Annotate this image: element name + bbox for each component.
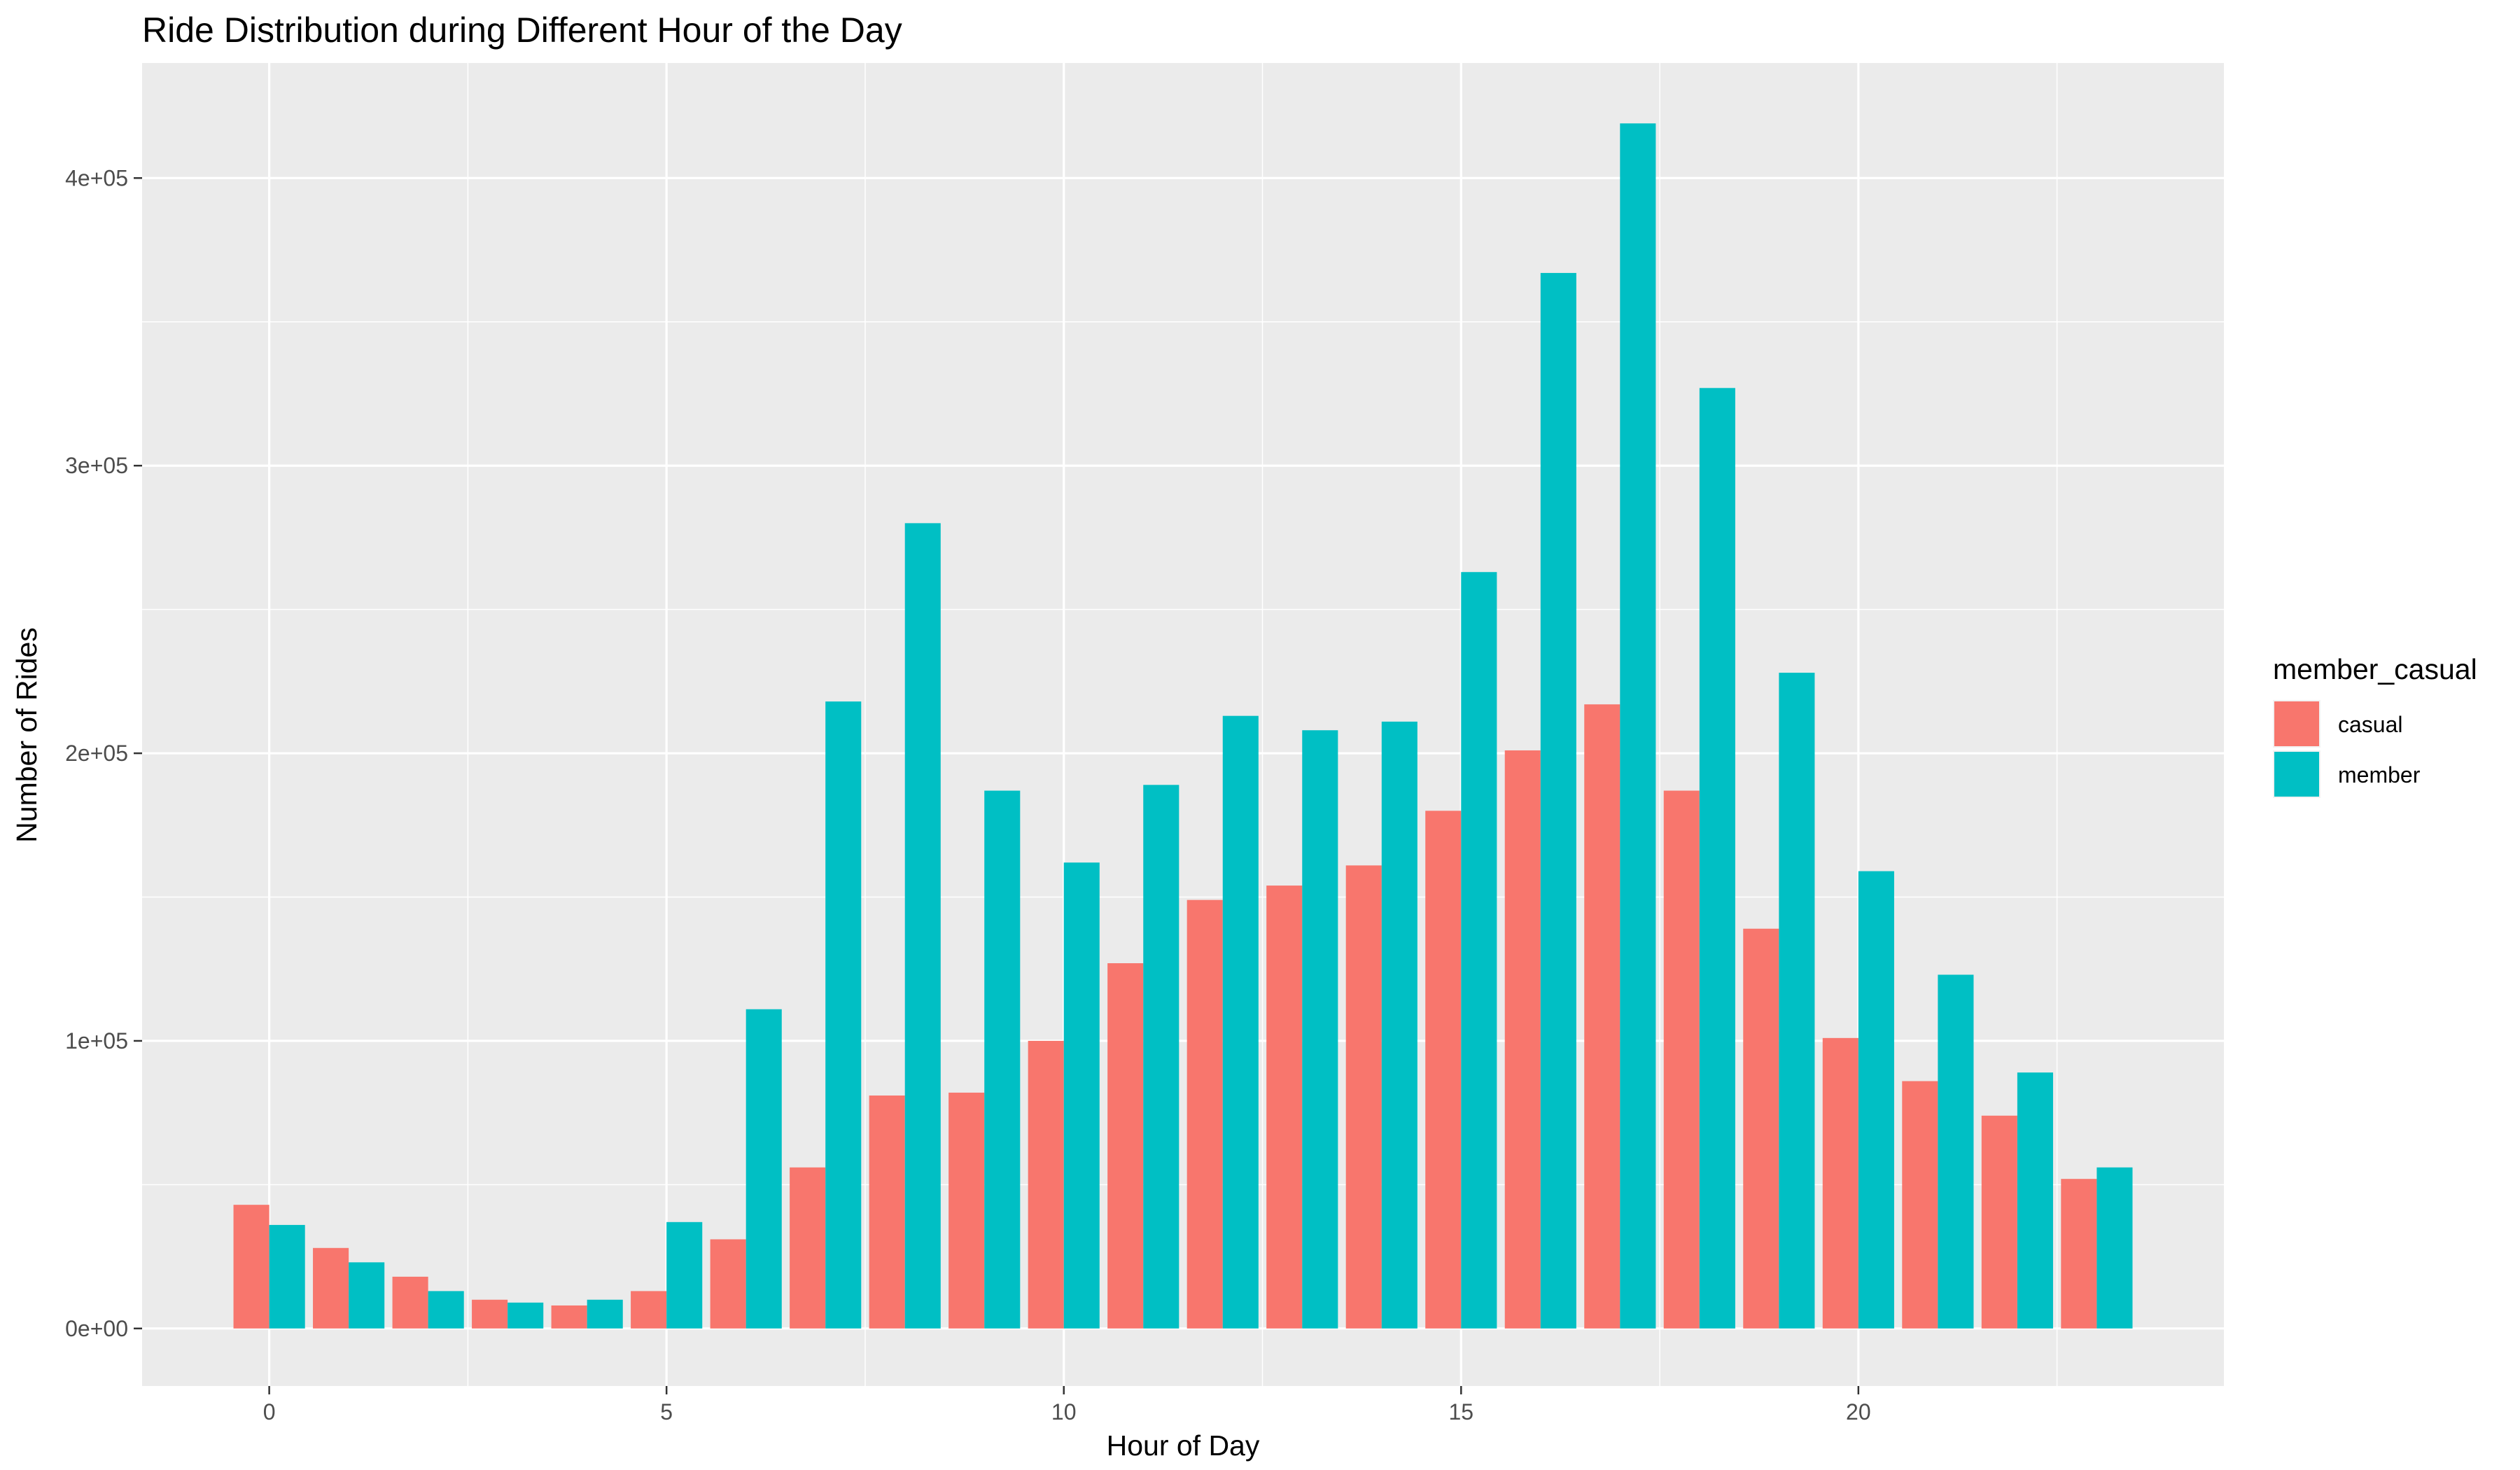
y-tick-label: 1e+05 — [65, 1028, 128, 1054]
bar-casual-hour-9 — [948, 1092, 985, 1329]
bar-casual-hour-16 — [1504, 750, 1541, 1329]
bar-member-hour-6 — [746, 1009, 782, 1329]
bar-casual-hour-22 — [1981, 1115, 2017, 1329]
bar-casual-hour-1 — [313, 1247, 349, 1329]
x-tick-label: 20 — [1846, 1399, 1871, 1424]
x-axis: 0 5 10 15 20 — [263, 1386, 1871, 1424]
bar-member-hour-22 — [2017, 1072, 2053, 1329]
bar-casual-hour-21 — [1902, 1081, 1938, 1329]
bar-member-hour-12 — [1222, 715, 1259, 1329]
legend-label-member: member — [2338, 762, 2421, 788]
bar-member-hour-8 — [904, 523, 941, 1329]
bar-member-hour-1 — [349, 1262, 385, 1329]
bar-casual-hour-19 — [1743, 928, 1779, 1329]
bar-member-hour-5 — [666, 1222, 703, 1329]
bar-member-hour-10 — [1063, 862, 1100, 1329]
bar-member-hour-18 — [1699, 388, 1735, 1329]
legend-swatch-member — [2274, 752, 2319, 797]
bar-casual-hour-11 — [1107, 963, 1144, 1329]
bar-member-hour-2 — [428, 1291, 464, 1329]
y-tick-label: 4e+05 — [65, 165, 128, 190]
x-tick-label: 15 — [1448, 1399, 1474, 1424]
bar-casual-hour-15 — [1425, 811, 1462, 1329]
bar-casual-hour-2 — [392, 1276, 428, 1329]
bar-casual-hour-10 — [1028, 1040, 1064, 1329]
bar-member-hour-7 — [825, 701, 862, 1329]
legend-title: member_casual — [2273, 653, 2477, 685]
legend-swatch-casual — [2274, 701, 2319, 746]
y-axis-title: Number of Rides — [10, 627, 43, 843]
bar-member-hour-16 — [1540, 272, 1576, 1329]
bar-member-hour-13 — [1302, 730, 1338, 1329]
bar-casual-hour-13 — [1266, 886, 1303, 1329]
bar-member-hour-20 — [1858, 871, 1894, 1329]
bar-casual-hour-14 — [1345, 865, 1382, 1329]
bar-member-hour-19 — [1779, 673, 1815, 1329]
y-tick-label: 3e+05 — [65, 453, 128, 478]
x-tick-label: 0 — [263, 1399, 276, 1424]
bar-casual-hour-23 — [2061, 1179, 2097, 1329]
legend: member_casual casual member — [2273, 653, 2477, 798]
bar-member-hour-15 — [1461, 572, 1497, 1329]
bar-casual-hour-4 — [551, 1305, 587, 1329]
bar-casual-hour-0 — [233, 1205, 270, 1329]
bar-casual-hour-3 — [472, 1299, 508, 1329]
bar-member-hour-9 — [984, 790, 1021, 1329]
legend-label-casual: casual — [2338, 712, 2403, 737]
bar-member-hour-23 — [2096, 1167, 2133, 1329]
bar-casual-hour-18 — [1663, 790, 1700, 1329]
x-tick-label: 10 — [1051, 1399, 1077, 1424]
bar-casual-hour-17 — [1584, 704, 1620, 1329]
bar-member-hour-21 — [1938, 974, 1974, 1329]
y-tick-label: 0e+00 — [65, 1316, 128, 1341]
bar-casual-hour-8 — [869, 1096, 905, 1329]
bar-member-hour-4 — [587, 1299, 623, 1329]
bar-casual-hour-20 — [1822, 1037, 1858, 1329]
x-axis-title: Hour of Day — [1107, 1429, 1260, 1462]
bar-casual-hour-7 — [790, 1167, 826, 1329]
bar-casual-hour-6 — [710, 1239, 746, 1329]
bar-casual-hour-5 — [631, 1291, 667, 1329]
bar-member-hour-14 — [1381, 721, 1418, 1329]
chart-title: Ride Distribution during Different Hour … — [142, 10, 902, 50]
x-tick-label: 5 — [660, 1399, 673, 1424]
bars — [233, 123, 2133, 1329]
bar-member-hour-11 — [1143, 785, 1180, 1329]
bar-member-hour-17 — [1620, 123, 1656, 1329]
y-tick-label: 2e+05 — [65, 741, 128, 766]
bar-casual-hour-12 — [1186, 899, 1223, 1329]
y-axis: 0e+00 1e+05 2e+05 3e+05 4e+05 — [65, 165, 142, 1341]
bar-member-hour-0 — [269, 1224, 305, 1329]
bar-member-hour-3 — [507, 1302, 544, 1329]
